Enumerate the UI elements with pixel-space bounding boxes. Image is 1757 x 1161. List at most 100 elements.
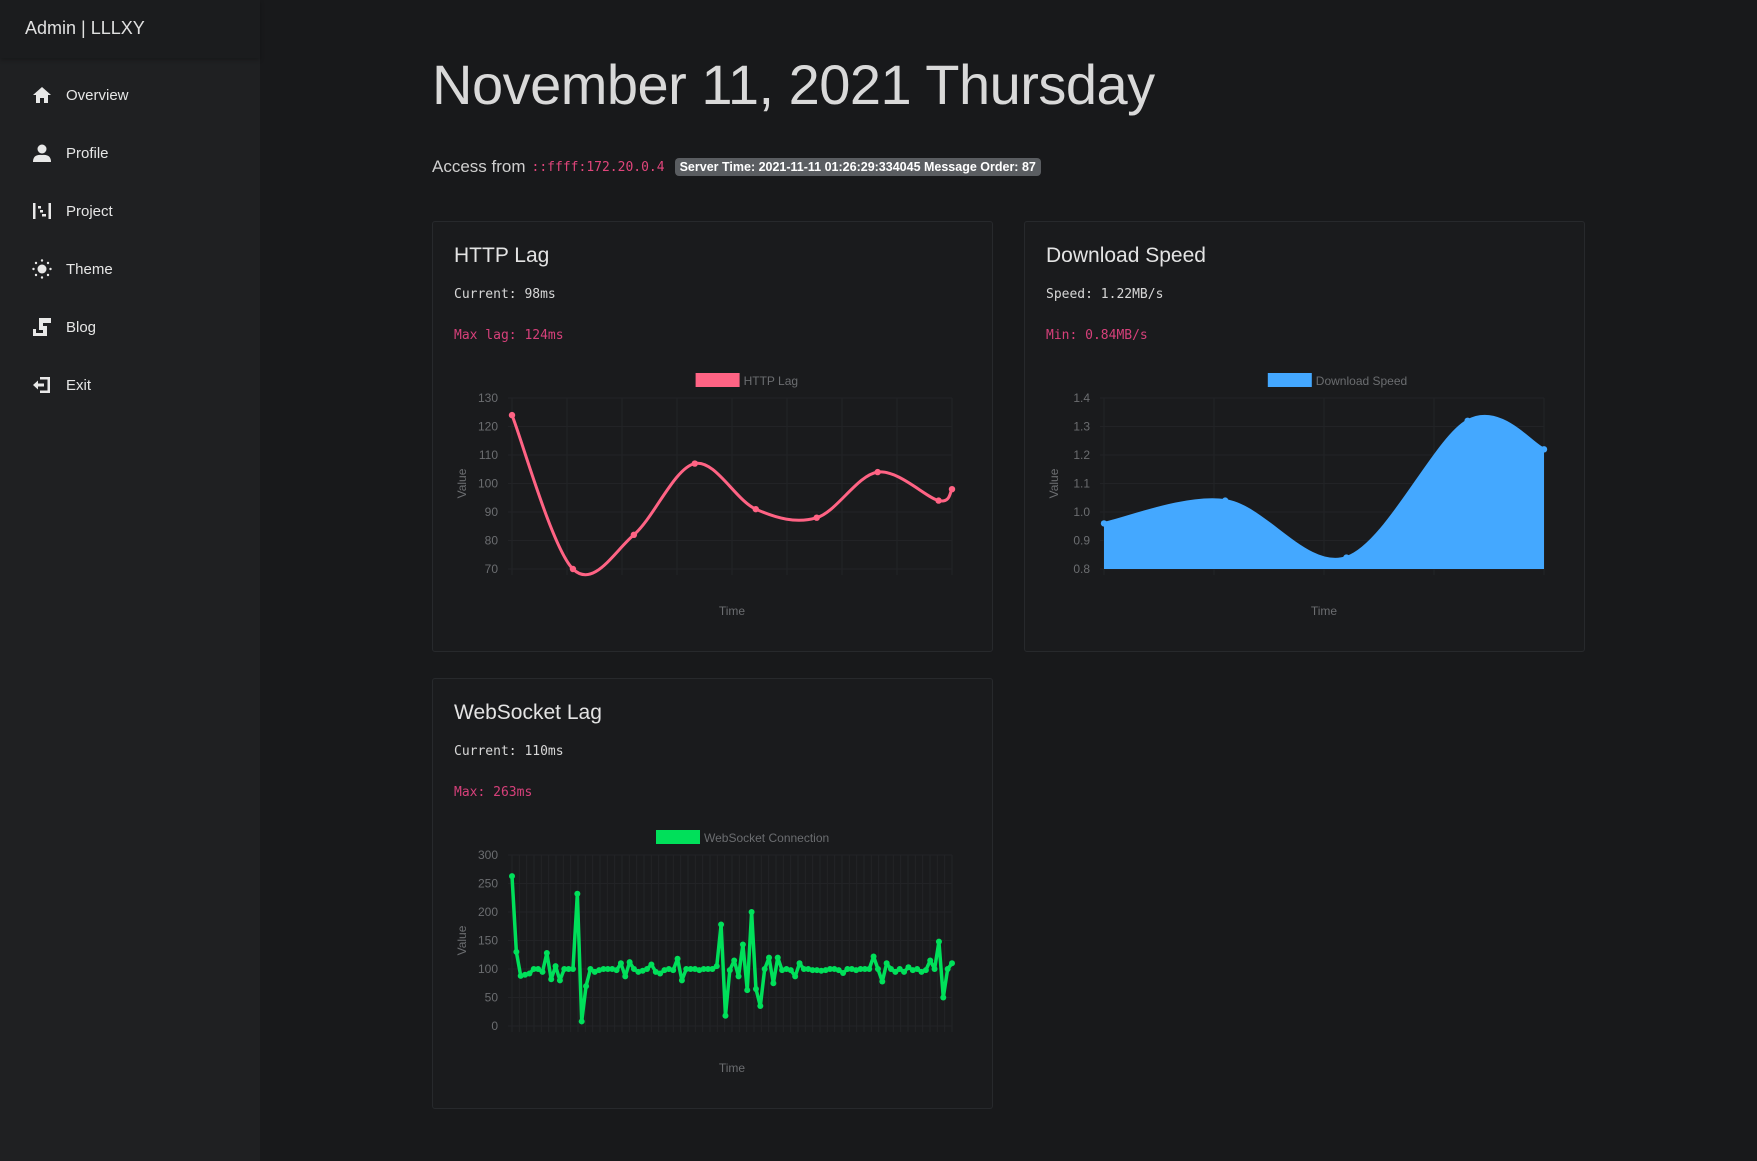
blog-icon [33,318,51,336]
y-tick-label: 100 [478,962,498,976]
data-point [840,969,847,976]
data-point [552,963,559,970]
current-value: Current: 110ms [454,744,564,759]
data-point [530,966,537,972]
data-point [757,1003,764,1010]
data-point [739,941,746,948]
data-point [569,565,577,573]
x-axis-label: Time [1311,604,1338,618]
data-point [683,966,690,972]
access-label: Access from [432,157,526,176]
data-point [949,960,955,967]
home-icon [33,87,51,103]
data-point [630,531,638,538]
y-tick-label: 0 [491,1019,498,1033]
data-point [574,890,581,897]
legend-label: HTTP Lag [744,374,798,388]
sidebar-item-label: Exit [66,376,92,394]
data-point [1100,520,1108,527]
data-point [787,967,794,974]
legend-label: Download Speed [1316,374,1407,388]
data-point [622,973,629,980]
project-icon [33,203,51,219]
sidebar-item-theme[interactable]: Theme [0,249,260,289]
data-point [800,966,807,972]
data-point [935,938,942,945]
card-title: WebSocket Lag [454,701,602,724]
brand-title: Admin | LLLXY [0,0,260,58]
legend-swatch [656,830,700,844]
data-point [509,873,515,880]
data-point [556,977,563,984]
data-point [796,960,803,967]
area-fill [1104,416,1544,569]
data-point [896,966,903,972]
y-tick-label: 90 [485,505,499,519]
data-point [813,514,820,521]
data-point [792,973,799,980]
data-point [731,957,738,964]
data-point [565,966,572,972]
x-axis-label: Time [719,604,746,618]
y-tick-label: 0.9 [1073,534,1090,548]
data-point [774,954,781,961]
sidebar-item-project[interactable]: Project [0,191,260,231]
data-point [705,966,712,972]
data-point [535,966,542,972]
data-point [569,966,576,972]
data-point [770,980,777,987]
page-title: November 11, 2021 Thursday [432,53,1155,116]
data-point [508,411,516,419]
data-point [657,970,664,977]
data-point [630,966,637,972]
data-point [866,966,873,972]
y-tick-label: 110 [479,448,498,462]
legend-swatch [1267,373,1312,387]
y-tick-label: 130 [478,391,498,405]
sidebar-item-overview[interactable]: Overview [0,75,260,115]
sidebar-item-profile[interactable]: Profile [0,133,260,173]
data-point [927,957,934,964]
http-lag-card: HTTP Lag Current: 98ms Max lag: 124ms 13… [432,221,993,652]
sidebar-item-blog[interactable]: Blog [0,307,260,347]
y-tick-label: 120 [478,420,498,434]
data-point [726,967,733,974]
min-value: Min: 0.84MB/s [1046,328,1148,343]
data-point [752,505,759,513]
data-point [761,966,768,972]
legend-label: WebSocket Connection [704,831,829,845]
sun-icon [32,259,52,279]
data-point [813,967,820,974]
data-point [539,968,546,975]
data-point [735,973,742,980]
data-point [617,960,624,967]
download-speed-chart: 1.4 1.3 1.2 1.1 1.0 0.9 0.8 Download Speed Time V… [1047,373,1548,618]
data-point [1343,554,1350,561]
y-axis-label: Value [1047,468,1061,498]
y-tick-label: 0.8 [1073,562,1090,576]
current-value: Current: 98ms [454,287,556,302]
data-point [561,966,568,972]
sidebar-item-label: Overview [66,86,129,104]
data-point [874,966,881,972]
data-point [857,966,864,972]
websocket-lag-chart: 300 250 200 150 100 50 0 WebSocket Connection Ti… [455,830,955,1075]
data-point [835,967,842,974]
data-point [1464,417,1471,424]
data-point [526,970,533,977]
sidebar-item-label: Profile [66,144,109,162]
data-point [722,1012,729,1019]
websocket-lag-card: WebSocket Lag Current: 110ms Max: 263ms … [432,678,993,1109]
data-point [578,1018,585,1025]
exit-icon [33,377,50,393]
y-tick-label: 1.3 [1073,420,1090,434]
sidebar-item-exit[interactable]: Exit [0,365,260,405]
sidebar-item-label: Blog [66,318,97,336]
y-tick-label: 80 [485,534,499,548]
y-tick-label: 300 [478,848,498,862]
data-point [752,985,759,992]
data-point [604,966,611,972]
y-tick-label: 200 [478,905,498,919]
main-content: November 11, 2021 Thursday Access from :… [260,0,1757,1161]
max-value: Max lag: 124ms [454,328,564,343]
